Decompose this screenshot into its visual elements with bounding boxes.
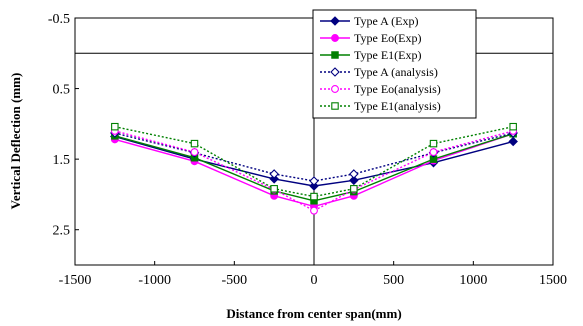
data-point-marker — [310, 206, 318, 215]
legend-entry: Type A (analysis) — [320, 65, 438, 79]
x-tick-label: -1000 — [138, 273, 171, 288]
legend-entry: Type Eo(Exp) — [320, 31, 421, 45]
legend-entry: Type Eo(analysis) — [320, 82, 441, 96]
x-tick-label: 500 — [383, 273, 404, 288]
x-tick-label: 1500 — [539, 273, 567, 288]
data-point-marker — [190, 148, 199, 157]
data-point-marker — [331, 102, 339, 110]
y-tick-label: 1.5 — [53, 153, 71, 168]
data-point-marker — [508, 136, 518, 147]
data-point-marker — [331, 51, 339, 59]
legend-label: Type Eo(Exp) — [354, 31, 421, 45]
legend-label: Type A (Exp) — [354, 14, 418, 28]
legend: Type A (Exp) Type Eo(Exp) Type E1(Exp) Type… — [312, 9, 477, 119]
data-point-marker — [269, 169, 279, 179]
data-point-marker — [429, 148, 438, 157]
data-point-marker — [349, 169, 359, 179]
legend-label: Type E1(Exp) — [354, 48, 421, 62]
data-point-marker — [349, 175, 359, 186]
data-point-marker — [331, 34, 339, 42]
data-point-marker — [190, 139, 199, 148]
y-tick-label: 0.5 — [53, 83, 71, 98]
data-point-marker — [509, 122, 517, 131]
x-tick-label: 1000 — [459, 273, 487, 288]
data-point-marker — [270, 185, 278, 193]
x-tick-label: 0 — [311, 273, 318, 288]
x-axis-title: Distance from center span(mm) — [226, 306, 401, 321]
legend-entry: Type E1(analysis) — [320, 99, 441, 113]
data-point-marker — [330, 67, 340, 77]
x-tick-label: -1500 — [59, 273, 92, 288]
data-point-marker — [309, 181, 319, 191]
data-point-marker — [111, 122, 119, 131]
legend-entry: Type A (Exp) — [320, 14, 418, 28]
data-point-marker — [429, 139, 438, 148]
data-point-marker — [310, 192, 318, 201]
legend-box — [312, 9, 477, 119]
legend-label: Type A (analysis) — [354, 65, 438, 79]
x-tick-label: -500 — [221, 273, 247, 288]
legend-label: Type E1(analysis) — [354, 99, 441, 113]
y-tick-label: -0.5 — [48, 12, 70, 27]
data-point-marker — [330, 16, 340, 26]
data-point-marker — [350, 185, 358, 193]
y-axis-title: Vertical Deflection (mm) — [8, 73, 23, 210]
series-layer — [110, 122, 518, 215]
legend-label: Type Eo(analysis) — [354, 82, 441, 96]
data-point-marker — [331, 85, 339, 93]
legend-entry: Type E1(Exp) — [320, 48, 421, 62]
data-point-marker — [269, 174, 279, 184]
data-point-marker — [309, 176, 319, 186]
y-tick-label: 2.5 — [53, 224, 71, 239]
series-6 — [111, 122, 517, 201]
axes-layer: -1500 -1000 -500 0 500 1000 1500 -0.5 0.5 1.5 2.5 — [48, 12, 567, 288]
